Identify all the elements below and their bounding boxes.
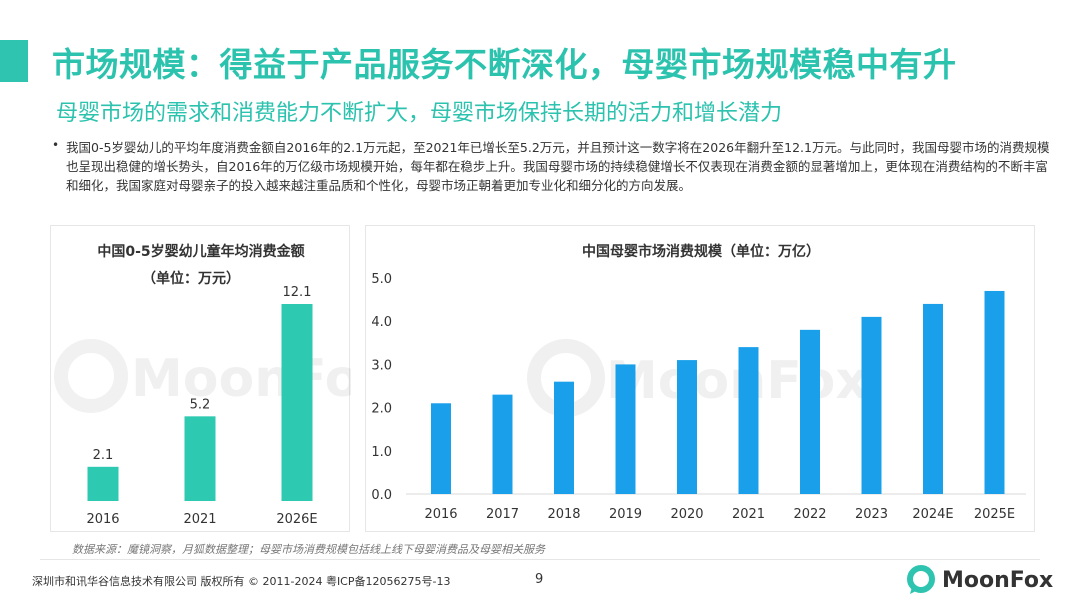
bar: [431, 403, 451, 494]
x-tick-label: 2016: [424, 507, 457, 522]
data-label: 5.2: [190, 397, 211, 412]
title-accent-bar: [0, 40, 28, 82]
body-paragraph: 我国0-5岁婴幼儿的平均年度消费金额自2016年的2.1万元起，至2021年已增…: [66, 140, 1050, 193]
y-tick-label: 4.0: [371, 315, 392, 330]
chart-subtitle: （单位：万元）: [142, 270, 240, 287]
y-tick-label: 5.0: [371, 272, 392, 287]
y-tick-label: 1.0: [371, 445, 392, 460]
page-subtitle: 母婴市场的需求和消费能力不断扩大，母婴市场保持长期的活力和增长潜力: [56, 101, 783, 126]
watermark-text: MoonFox: [606, 351, 869, 411]
x-tick-label: 2022: [793, 507, 826, 522]
x-tick-label: 2021: [183, 512, 216, 527]
data-label: 12.1: [283, 285, 312, 300]
x-tick-label: 2019: [609, 507, 642, 522]
bar: [923, 303, 943, 494]
bar: [554, 381, 574, 494]
moonfox-logo: MoonFox: [906, 565, 1053, 595]
x-tick-label: 2020: [670, 507, 703, 522]
x-tick-label: 2017: [486, 507, 519, 522]
bar: [615, 364, 636, 494]
bar: [184, 416, 216, 501]
bar: [87, 466, 119, 501]
x-tick-label: 2016: [86, 512, 119, 527]
chart-panel-left: 中国0-5岁婴幼儿童年均消费金额 （单位：万元） MoonFox 2.1 2016…: [50, 225, 394, 532]
bar: [677, 360, 697, 494]
x-tick-label: 2026E: [276, 512, 317, 527]
y-tick-label: 2.0: [371, 402, 392, 417]
footer-divider: [40, 559, 1040, 560]
data-label: 2.1: [93, 448, 114, 463]
bar: [281, 304, 313, 501]
page-number: 9: [535, 572, 544, 587]
watermark: MoonFox: [54, 339, 394, 413]
logo-text: MoonFox: [942, 567, 1054, 593]
x-tick-label: 2024E: [912, 507, 953, 522]
x-tick-label: 2021: [732, 507, 765, 522]
x-tick-label: 2025E: [974, 507, 1015, 522]
watermark-text: MoonFox: [131, 349, 351, 409]
chart-average-spending: 中国0-5岁婴幼儿童年均消费金额 （单位：万元） MoonFox 2.1 2016…: [54, 243, 394, 527]
data-source-note: 数据来源：魔镜洞察，月狐数据整理；母婴市场消费规模包括线上线下母婴消费品及母婴相…: [72, 543, 545, 556]
y-tick-label: 3.0: [371, 358, 392, 373]
bar: [861, 316, 882, 494]
chart-title: 中国0-5岁婴幼儿童年均消费金额: [97, 243, 304, 260]
chart-panel-right: 中国母婴市场消费规模（单位：万亿） MoonFox 0.0 1.0 2.0 3.0 4.…: [365, 225, 1035, 532]
bar: [984, 290, 1005, 494]
chart-market-size: 中国母婴市场消费规模（单位：万亿） MoonFox 0.0 1.0 2.0 3.0 4.…: [371, 243, 1026, 522]
y-tick-label: 0.0: [371, 488, 392, 503]
x-tick-label: 2018: [547, 507, 580, 522]
bar: [800, 329, 820, 494]
bullet-icon: •: [52, 138, 60, 152]
chart-title: 中国母婴市场消费规模（单位：万亿）: [582, 243, 820, 260]
bar: [738, 347, 759, 494]
copyright-text: 深圳市和讯华谷信息技术有限公司 版权所有 © 2011-2024 粤ICP备12…: [32, 575, 451, 588]
moonfox-logo-icon: [907, 565, 935, 594]
x-tick-label: 2023: [855, 507, 888, 522]
bar: [492, 394, 513, 494]
page-title: 市场规模：得益于产品服务不断深化，母婴市场规模稳中有升: [52, 45, 957, 84]
